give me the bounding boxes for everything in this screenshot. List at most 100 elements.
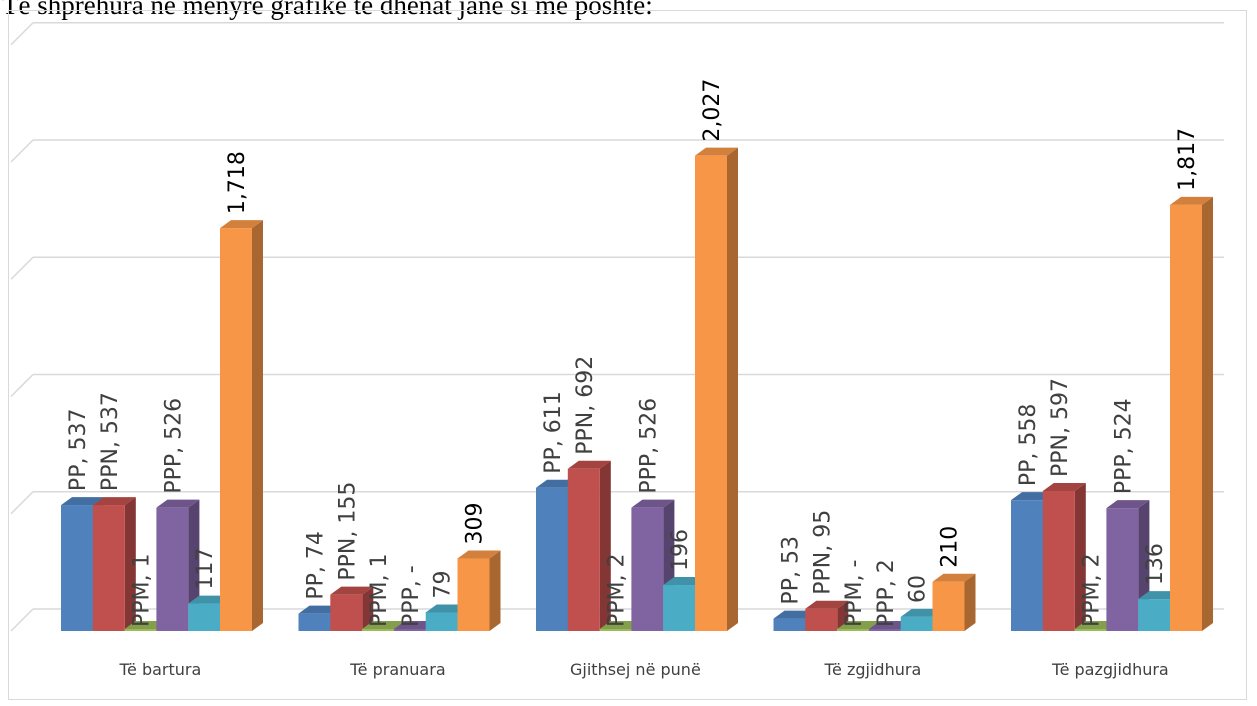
bar-front bbox=[457, 558, 490, 631]
data-label: PPP, - bbox=[399, 565, 424, 627]
bar bbox=[1042, 483, 1086, 631]
bar-front bbox=[362, 629, 395, 631]
bar-front bbox=[932, 581, 965, 631]
bar bbox=[1170, 196, 1213, 631]
bar-front bbox=[188, 603, 221, 631]
bar bbox=[1106, 500, 1150, 631]
bar-front bbox=[536, 487, 568, 631]
bar-front bbox=[1042, 491, 1075, 631]
data-label: PPM, 2 bbox=[605, 554, 630, 628]
data-label: PPN, 155 bbox=[335, 482, 360, 581]
data-label: PPP, 526 bbox=[161, 398, 186, 494]
bar-front bbox=[631, 507, 664, 631]
bar-side bbox=[599, 460, 611, 631]
bar-top bbox=[805, 600, 849, 609]
bars bbox=[61, 147, 1213, 631]
bar bbox=[932, 573, 976, 631]
bar-front bbox=[805, 608, 838, 631]
gridline-perspective bbox=[10, 608, 34, 632]
data-label: 79 bbox=[431, 570, 456, 598]
data-label: PPN, 597 bbox=[1048, 378, 1073, 477]
bar-front bbox=[1170, 204, 1202, 631]
bar-front bbox=[330, 594, 363, 631]
data-label: 136 bbox=[1143, 543, 1168, 585]
bar-front bbox=[1106, 508, 1139, 631]
gridline-perspective bbox=[10, 139, 34, 163]
bar-side bbox=[1202, 196, 1213, 631]
bar-top bbox=[631, 499, 675, 508]
bar-side bbox=[489, 550, 501, 631]
bar bbox=[567, 460, 611, 631]
data-label: PP, 74 bbox=[304, 531, 329, 600]
bar bbox=[805, 600, 849, 631]
bar-top bbox=[92, 497, 136, 506]
category-label: Të pranuara bbox=[349, 660, 445, 679]
category-labels: Të bartura Të pranuara Gjithsej në punë Të … bbox=[119, 660, 1169, 679]
data-label: PPN, 537 bbox=[98, 392, 123, 491]
data-label: 210 bbox=[938, 526, 963, 568]
data-label: 2,027 bbox=[700, 79, 725, 142]
bar-front bbox=[663, 585, 696, 631]
category-label: Të zgjidhura bbox=[824, 660, 922, 679]
bar-top bbox=[61, 497, 104, 506]
data-label: PP, 611 bbox=[541, 391, 566, 474]
category-label: Të pazgjidhura bbox=[1051, 660, 1169, 679]
data-label: PPM, 1 bbox=[130, 554, 155, 628]
bar-front bbox=[695, 155, 727, 631]
bar-side bbox=[362, 586, 374, 631]
bar-top bbox=[330, 586, 374, 595]
bar-top bbox=[1106, 500, 1150, 509]
bar-front bbox=[393, 629, 426, 631]
bar bbox=[695, 147, 738, 631]
bar-front bbox=[124, 629, 157, 631]
bar-side bbox=[124, 497, 136, 631]
data-label: 60 bbox=[906, 575, 931, 603]
bar-top bbox=[837, 621, 881, 629]
bar-top bbox=[567, 460, 611, 469]
bar bbox=[92, 497, 136, 631]
bar-top bbox=[1042, 483, 1086, 492]
gridline-perspective bbox=[10, 491, 34, 515]
data-label: 309 bbox=[463, 503, 488, 545]
data-label: PPN, 692 bbox=[573, 356, 598, 455]
bar-top bbox=[932, 573, 976, 582]
bar-front bbox=[1074, 629, 1107, 631]
data-label: PPN, 95 bbox=[810, 510, 835, 595]
gridline-perspective bbox=[10, 256, 34, 280]
bar-side bbox=[964, 573, 976, 631]
bar bbox=[220, 220, 263, 631]
category-label: Gjithsej në punë bbox=[570, 660, 701, 679]
bar-top bbox=[1170, 196, 1213, 205]
data-label: PPM, 1 bbox=[367, 554, 392, 628]
bar-front bbox=[567, 468, 600, 631]
bar bbox=[457, 550, 501, 631]
category-label: Të bartura bbox=[119, 660, 202, 679]
data-label: PP, 537 bbox=[66, 409, 91, 492]
bar-front bbox=[298, 613, 331, 631]
data-label: PPP, 524 bbox=[1111, 398, 1136, 494]
gridline-perspective bbox=[10, 22, 34, 46]
bar-front bbox=[156, 507, 189, 631]
bar bbox=[330, 586, 374, 631]
bar-front bbox=[868, 629, 901, 631]
bar-top bbox=[362, 621, 406, 629]
data-label: 117 bbox=[193, 548, 218, 590]
data-label: PPM, - bbox=[842, 560, 867, 627]
gridline-perspective bbox=[10, 373, 34, 398]
bar-top bbox=[695, 147, 738, 156]
bar-top bbox=[457, 550, 501, 559]
bar-side bbox=[727, 147, 738, 631]
data-labels: PP, 537 PPN, 537 PPM, 1 PPP, 526 117 1,718 PP,… bbox=[66, 79, 1200, 627]
chart-frame: PP, 537 PPN, 537 PPM, 1 PPP, 526 117 1,718 PP,… bbox=[8, 10, 1247, 700]
data-label: 1,718 bbox=[225, 151, 250, 214]
chart-plot: PP, 537 PPN, 537 PPM, 1 PPP, 526 117 1,718 PP,… bbox=[10, 22, 1224, 679]
bar bbox=[156, 499, 200, 631]
bar-front bbox=[61, 505, 93, 631]
bar-front bbox=[92, 505, 125, 631]
bar-front bbox=[1138, 599, 1171, 631]
bar-front bbox=[837, 629, 870, 631]
bar-front bbox=[599, 629, 632, 631]
bar-front bbox=[220, 228, 252, 631]
bar-side bbox=[252, 220, 263, 631]
data-label: 196 bbox=[668, 529, 693, 571]
